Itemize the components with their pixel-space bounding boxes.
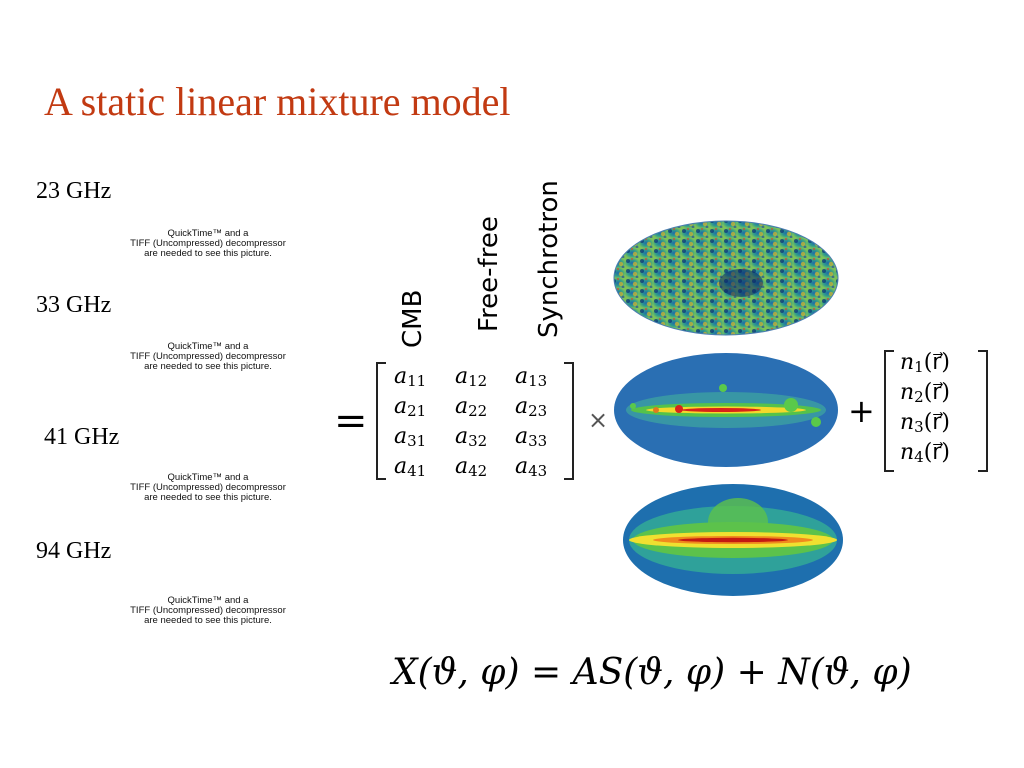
placeholder-line: QuickTime™ and a: [167, 228, 249, 239]
matrix-cell-a33: a33: [515, 424, 548, 450]
freq-label-23: 23 GHz: [36, 178, 112, 204]
matrix-cell-a42: a42: [455, 454, 488, 480]
mixture-formula: X(ϑ, φ) = AS(ϑ, φ) + N(ϑ, φ): [392, 652, 912, 693]
matrix-cell-a23: a23: [515, 394, 548, 420]
matrix-cell-a32: a32: [455, 424, 488, 450]
placeholder-line: are needed to see this picture.: [144, 492, 272, 503]
matrix-cell-a41: a41: [394, 454, 427, 480]
placeholder-line: are needed to see this picture.: [144, 361, 272, 372]
placeholder-line: TIFF (Uncompressed) decompressor: [130, 238, 286, 249]
matrix-cell-a11: a11: [394, 364, 427, 390]
placeholder-line: TIFF (Uncompressed) decompressor: [130, 605, 286, 616]
placeholder-line: are needed to see this picture.: [144, 615, 272, 626]
image-placeholder-41: QuickTime™ and a TIFF (Uncompressed) dec…: [88, 473, 328, 503]
matrix-cell-a21: a21: [394, 394, 427, 420]
placeholder-line: are needed to see this picture.: [144, 248, 272, 259]
times-sign: ×: [588, 406, 609, 434]
matrix-cell-a22: a22: [455, 394, 488, 420]
noise-right-bracket: [978, 350, 988, 472]
plus-sign: +: [848, 392, 875, 430]
matrix-cell-a31: a31: [394, 424, 427, 450]
matrix-cell-a13: a13: [515, 364, 548, 390]
free-free-sky-map: [614, 353, 838, 467]
slide-title: A static linear mixture model: [44, 79, 511, 124]
placeholder-line: QuickTime™ and a: [167, 341, 249, 352]
noise-n4: n4(r⃗): [900, 440, 950, 466]
matrix-cell-a12: a12: [455, 364, 488, 390]
cmb-sky-map: [613, 220, 839, 336]
matrix-left-bracket: [376, 362, 386, 480]
noise-n2: n2(r⃗): [900, 380, 950, 406]
component-label-free-free: Free-free: [474, 216, 504, 332]
matrix-cell-a43: a43: [515, 454, 548, 480]
equals-sign: =: [334, 398, 368, 444]
component-label-synchrotron: Synchrotron: [534, 180, 564, 338]
freq-label-33: 33 GHz: [36, 292, 112, 318]
freq-label-94: 94 GHz: [36, 538, 112, 564]
matrix-right-bracket: [564, 362, 574, 480]
noise-n3: n3(r⃗): [900, 410, 950, 436]
noise-n1: n1(r⃗): [900, 350, 950, 376]
image-placeholder-33: QuickTime™ and a TIFF (Uncompressed) dec…: [88, 342, 328, 372]
image-placeholder-94: QuickTime™ and a TIFF (Uncompressed) dec…: [88, 596, 328, 626]
freq-label-41: 41 GHz: [44, 424, 120, 450]
placeholder-line: QuickTime™ and a: [167, 595, 249, 606]
component-label-cmb: CMB: [398, 289, 428, 348]
placeholder-line: TIFF (Uncompressed) decompressor: [130, 351, 286, 362]
synchrotron-sky-map: [623, 484, 843, 596]
noise-left-bracket: [884, 350, 894, 472]
image-placeholder-23: QuickTime™ and a TIFF (Uncompressed) dec…: [88, 229, 328, 259]
placeholder-line: TIFF (Uncompressed) decompressor: [130, 482, 286, 493]
placeholder-line: QuickTime™ and a: [167, 472, 249, 483]
